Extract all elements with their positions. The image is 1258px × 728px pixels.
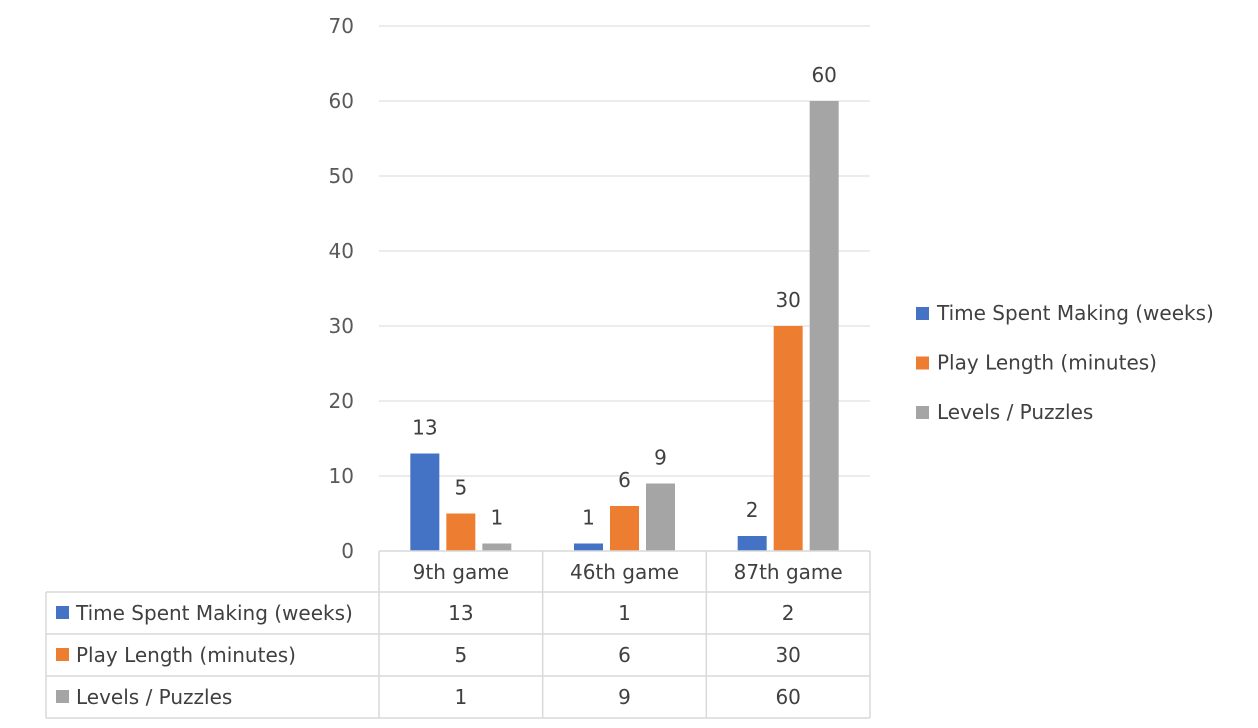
legend-key-1: [916, 307, 929, 320]
table-cell-3-1: 1: [454, 685, 467, 709]
table-cell-3-2: 9: [618, 685, 631, 709]
table-row-label-3: Levels / Puzzles: [76, 685, 232, 709]
data-label-2-3: 30: [775, 288, 800, 312]
category-label-3: 87th game: [734, 560, 843, 584]
data-label-3-1: 1: [490, 506, 503, 530]
legend: Time Spent Making (weeks) Play Length (mi…: [916, 301, 1214, 424]
y-tick-label-30: 30: [329, 314, 354, 338]
y-tick-label-10: 10: [329, 464, 354, 488]
y-tick-label-50: 50: [329, 164, 354, 188]
table-cell-2-1: 5: [454, 643, 467, 667]
table-legend-key-3: [56, 690, 69, 703]
bar-1-3: [737, 536, 767, 551]
bar-3-2: [646, 483, 675, 551]
category-label-1: 9th game: [413, 560, 509, 584]
data-table: 9th game 46th game 87th game Time Spent Mak…: [45, 550, 871, 719]
data-label-3-2: 9: [654, 446, 667, 470]
table-cell-2-3: 30: [775, 643, 800, 667]
bars: [410, 101, 839, 551]
data-label-1-3: 2: [746, 498, 759, 522]
data-label-2-1: 5: [454, 476, 467, 500]
data-label-3-3: 60: [811, 63, 836, 87]
table-cell-1-2: 1: [618, 601, 631, 625]
legend-label-1: Time Spent Making (weeks): [936, 301, 1214, 325]
y-tick-label-0: 0: [341, 539, 354, 563]
gridlines: [379, 25, 870, 477]
y-tick-label-70: 70: [329, 14, 354, 38]
bar-3-3: [809, 101, 839, 551]
bar-2-3: [773, 326, 803, 551]
bar-2-2: [610, 506, 639, 551]
y-tick-label-60: 60: [329, 89, 354, 113]
legend-key-2: [916, 356, 929, 370]
table-row-label-2: Play Length (minutes): [76, 643, 296, 667]
table-cell-1-1: 13: [448, 601, 473, 625]
legend-label-2: Play Length (minutes): [937, 351, 1157, 375]
data-label-1-2: 1: [582, 506, 595, 530]
data-label-1-1: 13: [412, 416, 437, 440]
bar-2-1: [446, 513, 476, 551]
table-cell-3-3: 60: [775, 685, 800, 709]
category-label-2: 46th game: [570, 560, 679, 584]
table-row-label-1: Time Spent Making (weeks): [75, 601, 353, 625]
bar-1-2: [574, 543, 603, 551]
legend-key-3: [916, 406, 929, 419]
bar-1-1: [410, 453, 440, 551]
table-legend-key-2: [56, 648, 69, 661]
legend-label-3: Levels / Puzzles: [937, 400, 1093, 424]
table-legend-key-1: [56, 606, 69, 619]
bar-3-1: [482, 543, 512, 551]
y-tick-label-20: 20: [329, 389, 354, 413]
y-tick-label-40: 40: [329, 239, 354, 263]
y-axis-tick-labels: 0 10 20 30 40 50 60 70: [329, 14, 354, 563]
table-cell-1-3: 2: [782, 601, 795, 625]
data-label-2-2: 6: [618, 468, 631, 492]
table-cell-2-2: 6: [618, 643, 631, 667]
